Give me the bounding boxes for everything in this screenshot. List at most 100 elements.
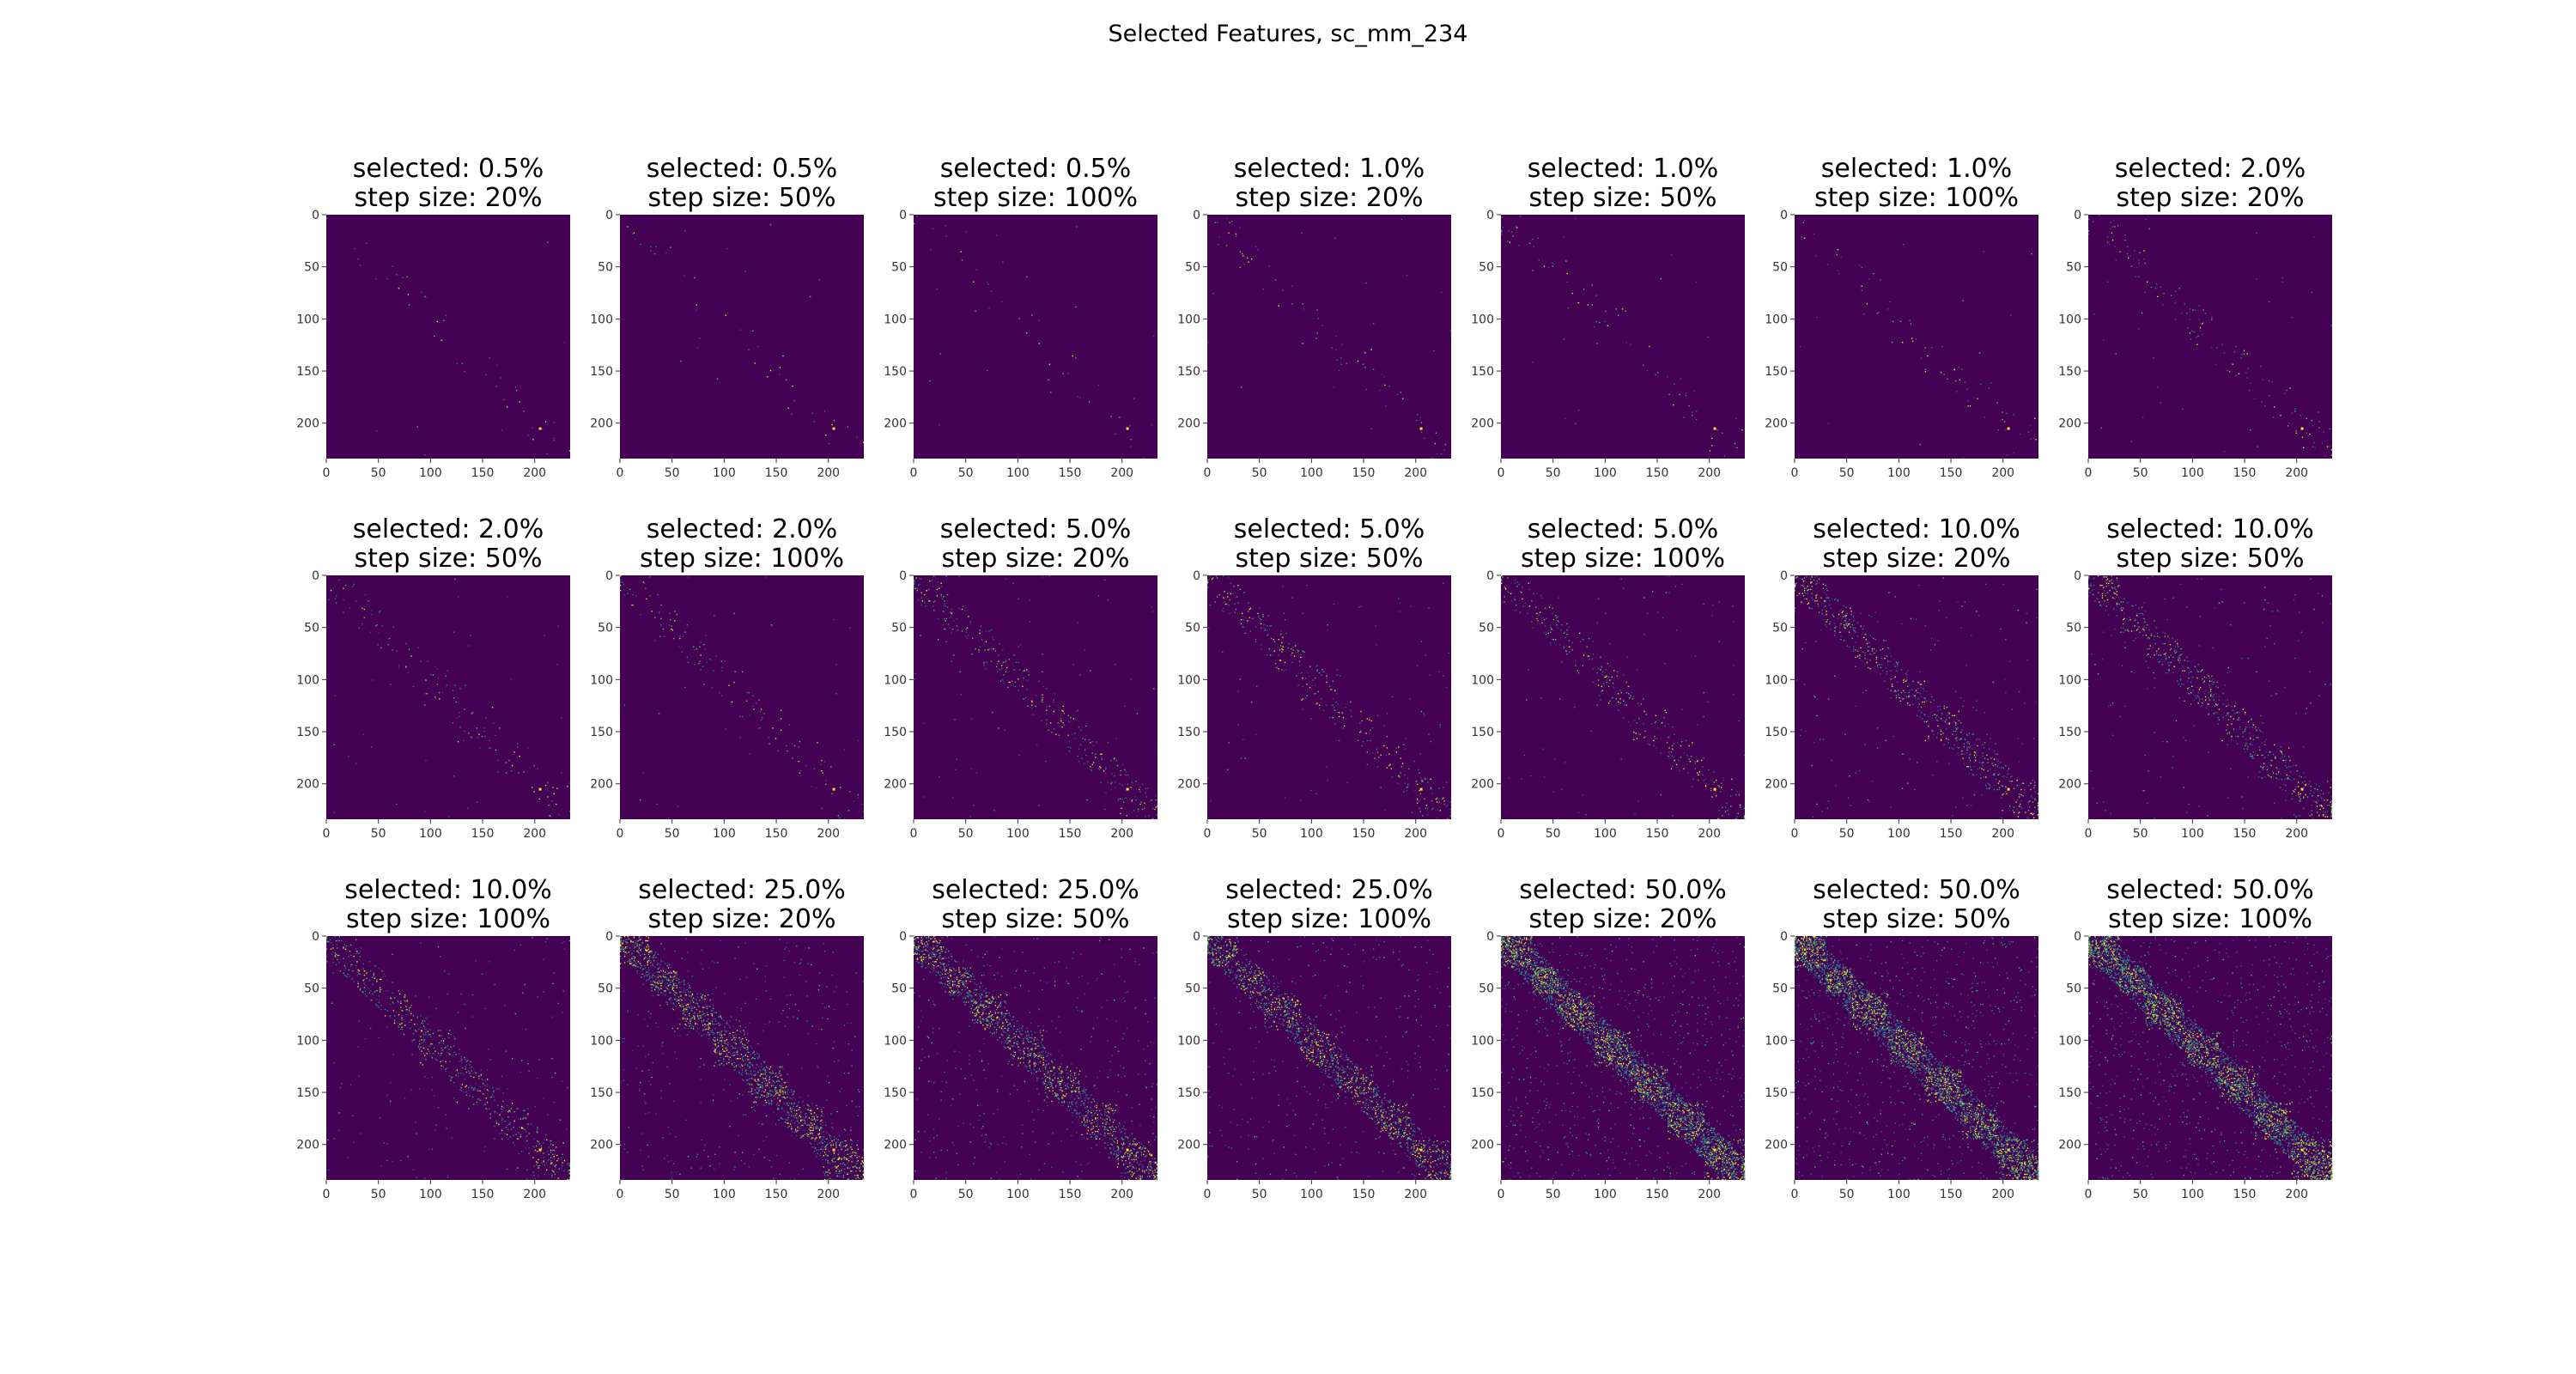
heatmap-cell (508, 759, 510, 762)
heatmap-cell (772, 727, 774, 729)
heatmap-cell (528, 1152, 530, 1154)
y-tick-label: 50 (598, 261, 613, 275)
heatmap-cell (1856, 655, 1859, 657)
heatmap-cell (754, 362, 756, 364)
heatmap-cell (1060, 718, 1062, 720)
heatmap-cell (2264, 740, 2266, 743)
heatmap-cell (410, 1011, 412, 1012)
heatmap-cell (2326, 805, 2329, 806)
heatmap-cell (2196, 344, 2198, 345)
heatmap-cell (543, 1159, 544, 1162)
heatmap-cell (430, 674, 432, 676)
heatmap-cell (1890, 697, 1892, 699)
heatmap-cell (739, 715, 741, 718)
heatmap-cell (2108, 584, 2110, 587)
heatmap-cell (471, 1016, 474, 1018)
y-tick-label: 200 (2058, 417, 2081, 431)
heatmap-cell (1587, 304, 1589, 306)
heatmap-cells (1207, 217, 1452, 459)
heatmap-cell (2190, 681, 2192, 684)
heatmap-cell (359, 988, 361, 990)
heatmap-cell (998, 654, 999, 656)
heatmap-cell (355, 964, 357, 967)
heatmap-cell (398, 666, 400, 669)
heatmap-cell (1881, 647, 1884, 650)
heatmap-cell (1895, 670, 1898, 672)
heatmap-cell (460, 1086, 462, 1089)
heatmap-cell (2001, 784, 2002, 787)
heatmap-cell (1067, 714, 1069, 716)
heatmap-cell (1849, 775, 1850, 777)
heatmap-cell (1075, 357, 1077, 359)
heatmap-cell (2136, 266, 2138, 269)
heatmap-cell (837, 815, 839, 817)
heatmap-cell (2196, 670, 2198, 672)
heatmap-cell (1890, 670, 1892, 672)
heatmap-cell (1005, 660, 1007, 662)
heatmap-cell (448, 1037, 450, 1039)
heatmap-cell (1541, 597, 1543, 599)
heatmap-cell (1820, 629, 1822, 631)
heatmap-cell (2324, 816, 2326, 818)
heatmap-cell (1637, 800, 1639, 802)
heatmap-cell (696, 309, 697, 311)
heatmap-cell (548, 1153, 550, 1155)
heatmap-background (326, 575, 570, 819)
heatmap-cell (2233, 728, 2235, 730)
heatmap-cell (417, 1029, 420, 1030)
heatmap-cell (485, 1108, 488, 1110)
heatmap-cell (1817, 605, 1820, 607)
heatmap-cell (2306, 417, 2307, 420)
heatmap-cell (510, 678, 513, 680)
heatmap-cell (758, 727, 760, 729)
heatmap-cell (462, 1091, 465, 1093)
heatmap-cell (1504, 596, 1505, 598)
heatmap-cell (792, 757, 793, 759)
heatmap-cell (830, 766, 832, 768)
heatmap-cell (1336, 693, 1338, 695)
heatmap-cell (498, 1088, 500, 1090)
heatmap-cells (627, 223, 865, 445)
heatmap-cell (957, 629, 959, 631)
heatmap-cell (351, 978, 353, 981)
heatmap-cell (2032, 813, 2034, 816)
heatmap-cell (2216, 681, 2218, 684)
heatmap-cell (2090, 769, 2092, 772)
heatmap-cell (484, 1007, 486, 1010)
heatmap-cell (512, 1058, 513, 1060)
heatmap-cell (979, 632, 981, 635)
heatmap-cell (1014, 681, 1017, 684)
heatmap-cells (914, 575, 1158, 820)
heatmap-cell (2316, 811, 2318, 812)
x-tick-label: 0 (323, 1188, 331, 1201)
heatmap-cell (1879, 664, 1880, 666)
heatmap-cell (1807, 603, 1808, 605)
heatmap-cell (2313, 800, 2315, 802)
heatmap-cell (1890, 678, 1892, 680)
heatmap-cell (1342, 727, 1345, 729)
y-tick-label: 0 (1486, 209, 1494, 222)
heatmap-cell (2261, 742, 2263, 744)
heatmap-cell (1216, 577, 1218, 579)
heatmap-cell (1300, 656, 1302, 659)
heatmap-cell (2187, 680, 2189, 682)
heatmap-cell (1816, 593, 1818, 596)
heatmap-cell (1292, 647, 1294, 649)
heatmap-cell (1928, 735, 1929, 738)
heatmap-cell (1144, 457, 1145, 459)
heatmap-cell (1984, 742, 1986, 744)
heatmap-cell (2144, 262, 2146, 264)
heatmap-cell (1360, 710, 1362, 713)
heatmap-cell (2188, 672, 2190, 674)
heatmap-panel: selected: 10.0% step size: 50% 0 50 100 150 20… (2058, 515, 2356, 876)
heatmap-cell (788, 1125, 790, 1128)
heatmap-cell (1978, 615, 1979, 617)
heatmap-cell (1889, 301, 1891, 303)
heatmap-cell (1528, 242, 1531, 245)
heatmap-cell (466, 1060, 469, 1061)
heatmap-cell (2006, 776, 2008, 778)
heatmap-cell (2318, 786, 2320, 787)
heatmap-cell (2148, 637, 2150, 640)
heatmap-cell (1345, 706, 1346, 708)
